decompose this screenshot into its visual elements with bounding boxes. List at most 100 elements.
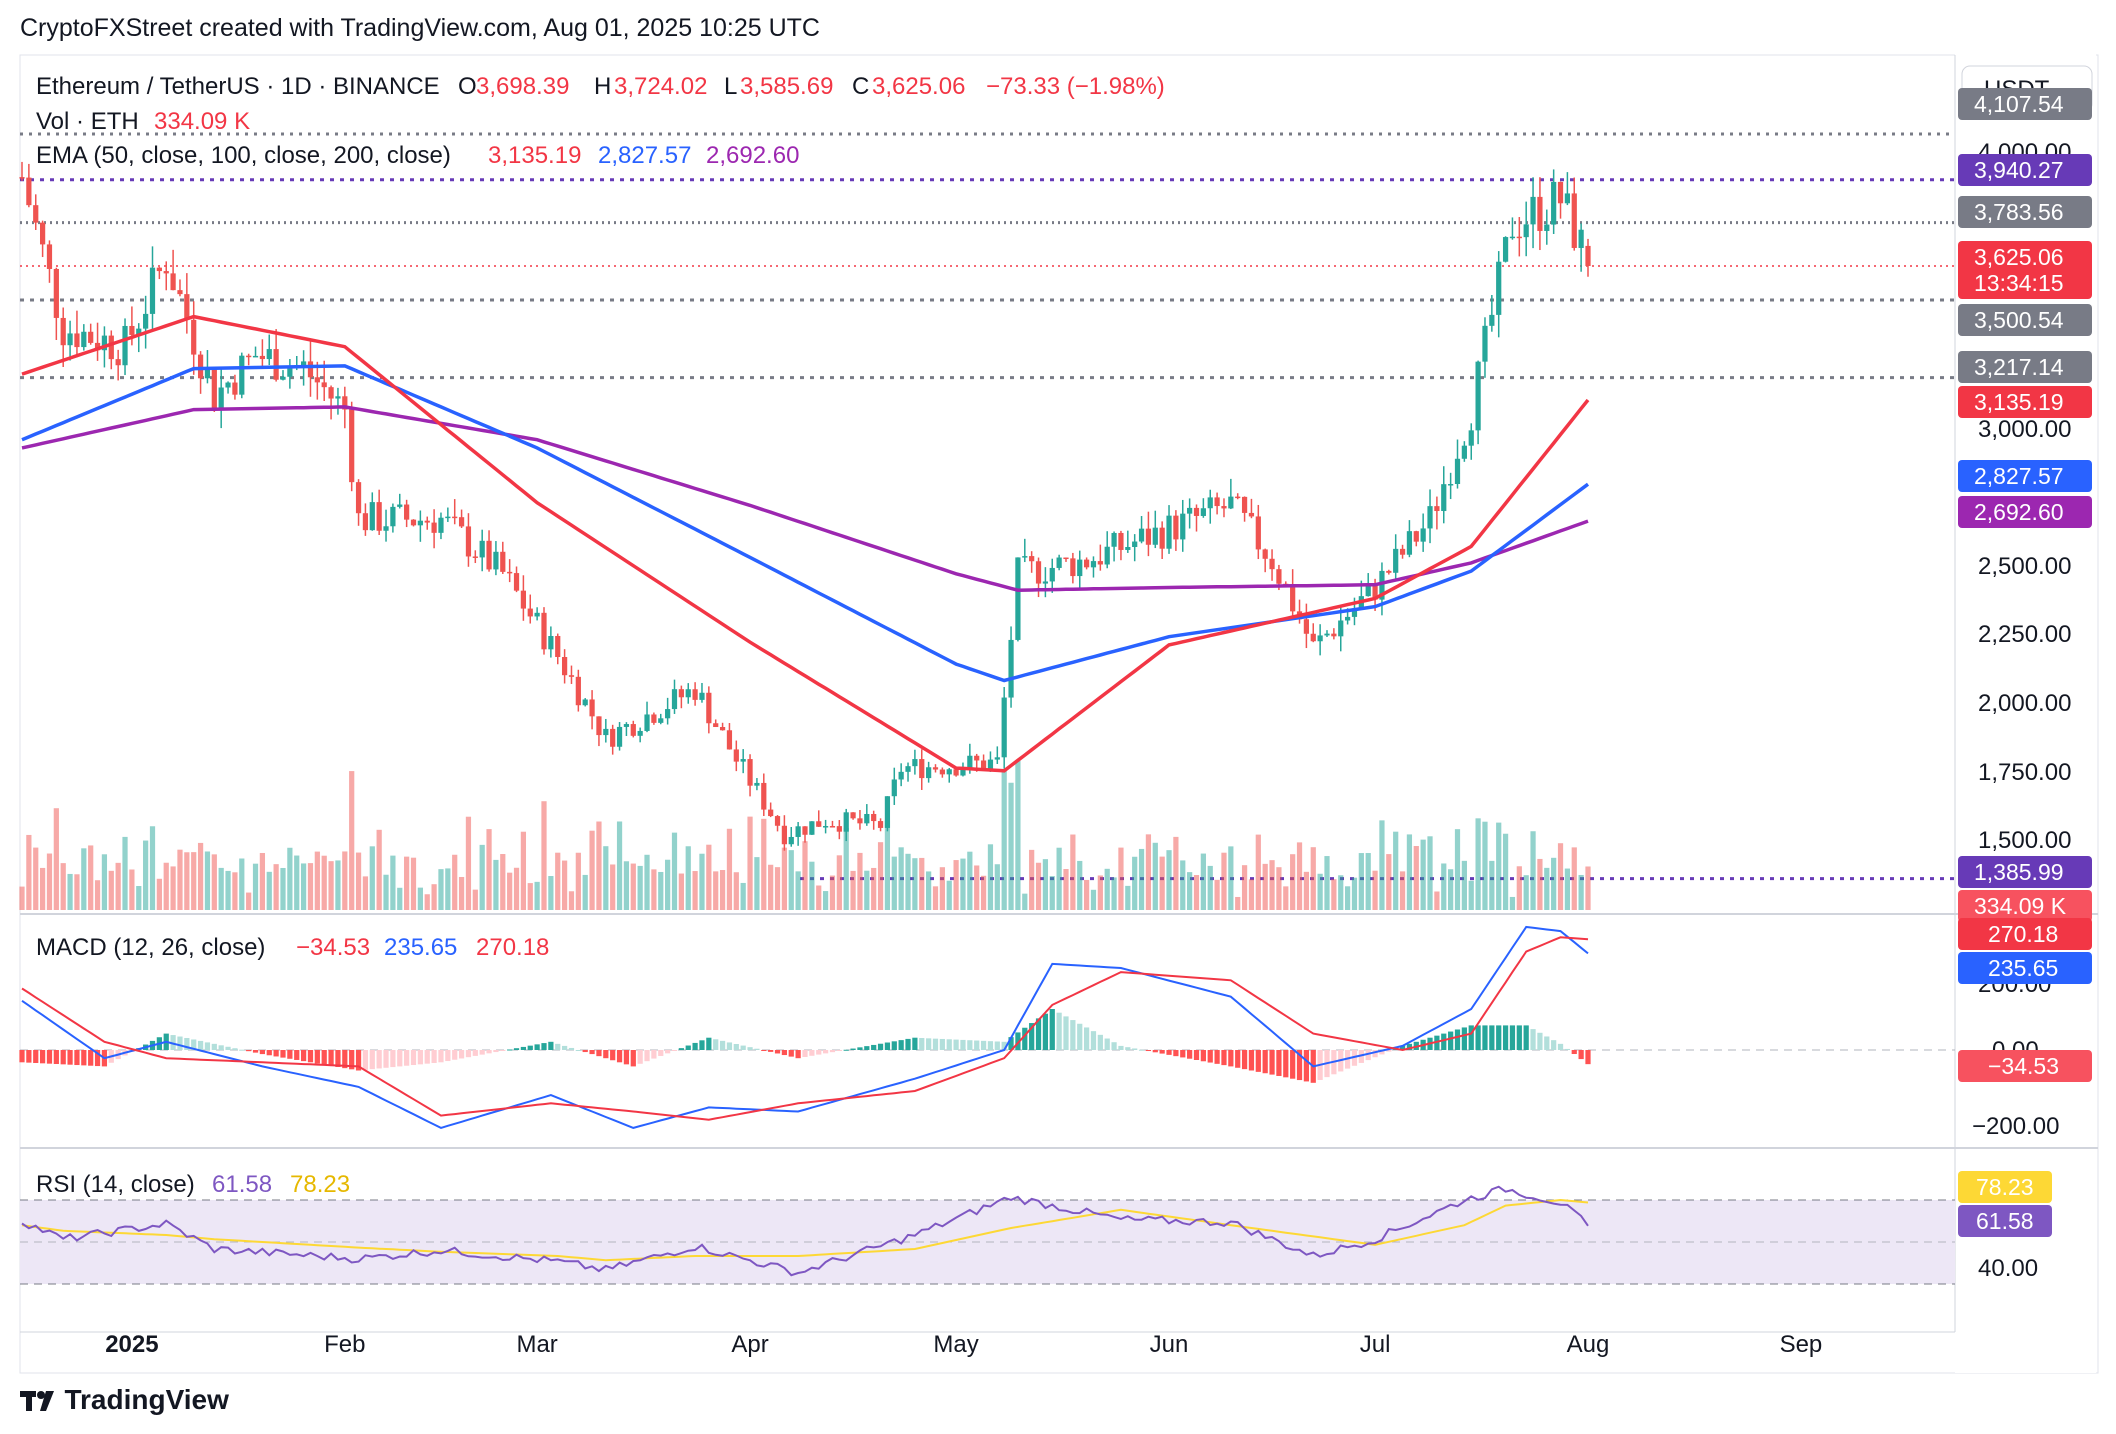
volume-bar (1159, 856, 1165, 910)
macd-hist-bar (816, 1050, 822, 1055)
candle-body (829, 826, 836, 828)
time-tick: Feb (324, 1331, 365, 1358)
macd-hist-bar (1283, 1050, 1289, 1078)
volume-bar (822, 891, 829, 910)
macd-hist-bar (719, 1040, 726, 1050)
time-tick: Aug (1567, 1331, 1610, 1358)
volume-bar (246, 892, 252, 910)
macd-hist-bar (1509, 1025, 1516, 1050)
macd-hist-bar (967, 1040, 973, 1050)
volume-bar (26, 834, 32, 910)
price-tick: 3,000.00 (1978, 416, 2071, 443)
volume-bar (706, 844, 712, 910)
volume-bar (1489, 860, 1495, 910)
macd-hist-bar (678, 1048, 684, 1050)
svg-text:13:34:15: 13:34:15 (1974, 270, 2064, 296)
candle-body (1262, 549, 1268, 559)
macd-hist-bar (1111, 1042, 1117, 1050)
candle-body (967, 755, 973, 769)
volume-bar (1461, 860, 1467, 910)
candle-body (658, 718, 664, 723)
macd-hist-bar (1166, 1050, 1172, 1055)
volume-bar (616, 821, 623, 910)
macd-hist-bar (1221, 1050, 1227, 1066)
volume-bar (905, 853, 911, 910)
candle-body (465, 526, 472, 557)
candle-body (1056, 557, 1062, 568)
volume-bar (383, 874, 389, 910)
candle-body (802, 826, 808, 835)
candle-body (225, 382, 231, 388)
low-value: 3,585.69 (740, 73, 833, 100)
volume-bar (651, 869, 657, 910)
candle-body (143, 313, 149, 329)
volume-bar (431, 884, 437, 910)
volume-bar (410, 857, 417, 910)
candle-body (1193, 507, 1200, 516)
macd-hist-bar (1042, 1013, 1049, 1050)
candle-body (1441, 484, 1447, 512)
macd-hist-value: −34.53 (296, 934, 370, 961)
volume-bar (658, 871, 664, 910)
volume-bar (1564, 868, 1571, 910)
rsi-axis[interactable]: 40.00 (1978, 1255, 2038, 1282)
volume-bar (1296, 842, 1303, 910)
macd-hist-bar (1303, 1050, 1310, 1082)
candle-body (191, 319, 197, 355)
macd-hist-bar (740, 1045, 746, 1050)
macd-hist-bar (1557, 1043, 1564, 1050)
macd-hist-bar (1035, 1018, 1042, 1050)
macd-hist-bar (321, 1050, 327, 1065)
macd-hist-bar (919, 1038, 925, 1050)
macd-hist-bar (1022, 1027, 1028, 1050)
candle-body (1166, 515, 1172, 549)
candle-body (94, 342, 101, 351)
candle-body (74, 333, 80, 348)
volume-bar (294, 855, 300, 910)
candle-body (1303, 619, 1310, 634)
volume-bar (582, 874, 588, 910)
candle-body (445, 516, 451, 519)
time-tick: May (933, 1331, 978, 1358)
candle-body (1393, 548, 1399, 573)
price-tag: 2,692.60 (1958, 496, 2092, 528)
candle-body (527, 608, 533, 617)
macd-hist-bar (1296, 1050, 1303, 1081)
candle-body (273, 349, 279, 380)
volume-bar (143, 840, 149, 910)
volume-bar (1111, 877, 1117, 910)
volume-bar (115, 862, 121, 910)
volume-bar (1015, 760, 1021, 910)
candle-body (843, 812, 849, 832)
candle-body (987, 759, 994, 770)
candle-body (184, 294, 190, 320)
candle-body (500, 551, 506, 572)
volume-bar (252, 863, 259, 910)
candle-body (534, 612, 540, 617)
rsi-legend: RSI (14, close) 61.58 78.23 (36, 1171, 350, 1198)
volume-bar (197, 842, 204, 910)
volume-bar (974, 865, 980, 910)
macd-hist-bar (424, 1050, 430, 1064)
candle-body (1090, 561, 1097, 568)
volume-bar (1571, 847, 1577, 910)
volume-bar (877, 842, 884, 910)
price-tick: 1,750.00 (1978, 759, 2071, 786)
volume-bar (170, 866, 176, 910)
time-axis[interactable]: 2025 Feb Mar Apr May Jun Jul Aug Sep (105, 1331, 1822, 1358)
macd-hist-bar (397, 1050, 403, 1067)
candle-body (156, 267, 162, 272)
macd-line-value: 235.65 (384, 934, 457, 961)
macd-hist-bar (630, 1050, 636, 1067)
candle-body (1104, 546, 1110, 565)
macd-hist-bar (266, 1050, 272, 1056)
macd-hist-bar (239, 1049, 245, 1051)
volume-bar (376, 829, 382, 910)
macd-hist-bar (1564, 1048, 1571, 1050)
volume-bar (328, 861, 334, 910)
close-label: C (852, 73, 869, 100)
price-tick: 2,500.00 (1978, 553, 2071, 580)
macd-hist-bar (555, 1043, 561, 1050)
candle-body (1413, 531, 1419, 542)
